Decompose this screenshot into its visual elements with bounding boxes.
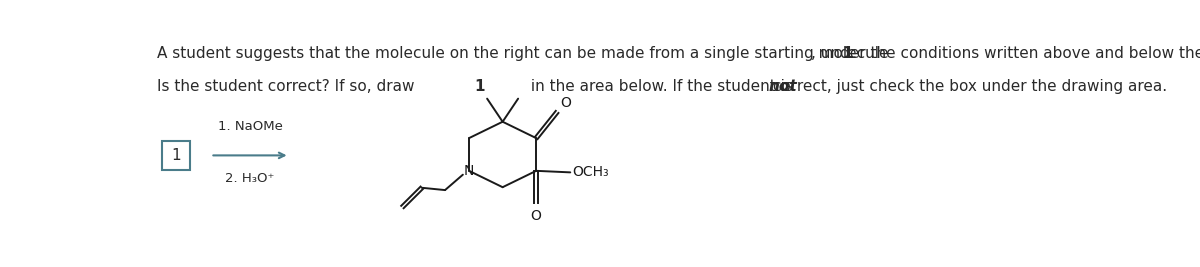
Text: in the area below. If the student is: in the area below. If the student is	[526, 79, 798, 94]
Text: 1: 1	[475, 79, 485, 94]
Text: 1. NaOMe: 1. NaOMe	[217, 120, 282, 133]
Text: 1: 1	[172, 148, 181, 163]
Text: A student suggests that the molecule on the right can be made from a single star: A student suggests that the molecule on …	[156, 46, 893, 61]
Text: correct, just check the box under the drawing area.: correct, just check the box under the dr…	[768, 79, 1166, 94]
FancyBboxPatch shape	[162, 141, 190, 170]
Text: 1: 1	[842, 46, 852, 61]
Text: O: O	[530, 209, 541, 223]
Text: Is the student correct? If so, draw: Is the student correct? If so, draw	[156, 79, 419, 94]
Text: O: O	[560, 96, 571, 110]
Text: 2. H₃O⁺: 2. H₃O⁺	[226, 172, 275, 185]
Text: not: not	[768, 79, 797, 94]
Text: OCH₃: OCH₃	[572, 165, 610, 179]
Text: , under the conditions written above and below the arrow.: , under the conditions written above and…	[811, 46, 1200, 61]
Text: N: N	[464, 164, 474, 178]
